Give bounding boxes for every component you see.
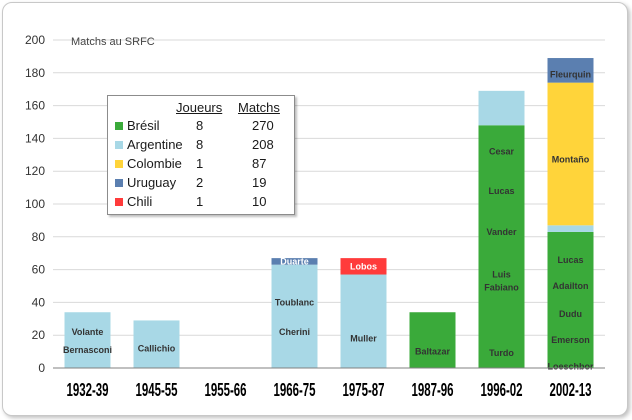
bar-segment <box>547 82 594 226</box>
player-label: Loeschbor <box>547 361 594 371</box>
player-label: Muller <box>350 333 377 343</box>
chart-frame: Volante Bernasconi Callichio Duarte Toublanc… <box>2 2 628 416</box>
legend-country: Argentine <box>127 137 183 152</box>
y-tick-label: 0 <box>38 361 45 375</box>
y-tick-label: 120 <box>25 164 45 178</box>
legend-swatch <box>115 160 123 168</box>
player-label: Cesar <box>489 147 515 157</box>
legend-joueurs: 8 <box>196 137 204 152</box>
x-tick-label: 1932-39 <box>66 380 108 400</box>
player-label: Lucas <box>488 186 514 196</box>
legend-matchs: 270 <box>252 118 274 133</box>
player-label: Montaño <box>552 155 590 165</box>
stacked-bar-chart: Volante Bernasconi Callichio Duarte Toublanc… <box>25 33 605 401</box>
x-tick-label: 2002-13 <box>549 380 591 400</box>
player-label: Vander <box>486 227 517 237</box>
legend-country: Colombie <box>127 156 182 171</box>
legend-joueurs: 1 <box>196 156 204 171</box>
player-label: Toublanc <box>275 297 314 307</box>
bars-layer <box>64 58 594 368</box>
y-tick-label: 200 <box>25 33 45 47</box>
legend-header-matchs: Matchs <box>238 100 280 115</box>
legend-country: Uruguay <box>127 175 177 190</box>
legend-swatch <box>115 198 123 206</box>
bar-segment <box>547 231 594 368</box>
legend-joueurs: 2 <box>196 175 204 190</box>
x-tick-label: 1966-75 <box>273 380 316 400</box>
legend-matchs: 208 <box>252 137 274 152</box>
bar-segment <box>547 225 594 232</box>
bar-segment <box>409 312 456 368</box>
x-tick-label: 1996-02 <box>480 380 522 400</box>
legend-header-joueurs: Joueurs <box>176 100 223 115</box>
y-tick-label: 100 <box>25 197 45 211</box>
bar-segment <box>64 312 111 368</box>
legend-table: Joueurs Matchs Brésil 8 270 Argentine 8 … <box>107 95 295 215</box>
bar-segment <box>133 320 180 368</box>
x-tick-label: 1955-66 <box>204 380 246 400</box>
player-label: Bernasconi <box>63 345 112 355</box>
x-tick-label: 1975-87 <box>342 380 384 400</box>
legend-row-uruguay: Uruguay 2 19 <box>108 175 294 194</box>
legend-matchs: 19 <box>252 175 267 190</box>
legend-matchs: 87 <box>252 156 267 171</box>
legend-country: Chili <box>127 194 153 209</box>
y-tick-label: 180 <box>25 66 45 80</box>
y-tick-label: 80 <box>32 230 46 244</box>
player-label: Fabiano <box>484 283 519 293</box>
legend-row-bresil: Brésil 8 270 <box>108 118 294 137</box>
bar-segment <box>271 264 318 368</box>
player-label: Emerson <box>551 335 590 345</box>
y-tick-label: 20 <box>32 328 46 342</box>
player-label: Luis <box>492 270 511 280</box>
player-label: Lobos <box>350 261 377 271</box>
player-label: Cherini <box>279 327 310 337</box>
y-tick-label: 160 <box>25 99 45 113</box>
legend-matchs: 10 <box>252 194 267 209</box>
player-label: Turdo <box>489 348 514 358</box>
bar-segment <box>478 125 525 368</box>
legend-joueurs: 1 <box>196 194 204 209</box>
legend-joueurs: 8 <box>196 118 204 133</box>
bar-segment <box>478 90 525 126</box>
y-tick-label: 60 <box>32 263 46 277</box>
chart-title: Matchs au SRFC <box>71 36 155 48</box>
legend-row-colombie: Colombie 1 87 <box>108 156 294 175</box>
bar-segment <box>340 274 387 368</box>
legend-row-argentine: Argentine 8 208 <box>108 137 294 156</box>
bar-segment <box>271 258 318 265</box>
y-tick-label: 140 <box>25 131 45 145</box>
player-label: Lucas <box>557 255 583 265</box>
player-label: Callichio <box>138 343 176 353</box>
player-label: Fleurquin <box>550 69 591 79</box>
annotations-layer: Volante Bernasconi Callichio Duarte Toublanc… <box>63 69 594 371</box>
x-tick-label: 1987-96 <box>411 380 453 400</box>
legend-swatch <box>115 141 123 149</box>
bar-segment <box>547 58 594 83</box>
legend-swatch <box>115 122 123 130</box>
legend-row-chili: Chili 1 10 <box>108 194 294 213</box>
player-label: Baltazar <box>415 347 451 357</box>
player-label: Volante <box>72 327 104 337</box>
legend-swatch <box>115 179 123 187</box>
player-label: Duarte <box>280 256 309 266</box>
legend-country: Brésil <box>127 118 160 133</box>
y-tick-label: 40 <box>32 295 46 309</box>
bar-segment <box>340 258 387 275</box>
axis-layer: 0 20 40 60 80 100 120 140 160 180 200 1932-39 1945-5… <box>25 33 605 401</box>
player-label: Adailton <box>553 281 589 291</box>
x-tick-label: 1945-55 <box>135 380 178 400</box>
player-label: Dudu <box>559 309 582 319</box>
